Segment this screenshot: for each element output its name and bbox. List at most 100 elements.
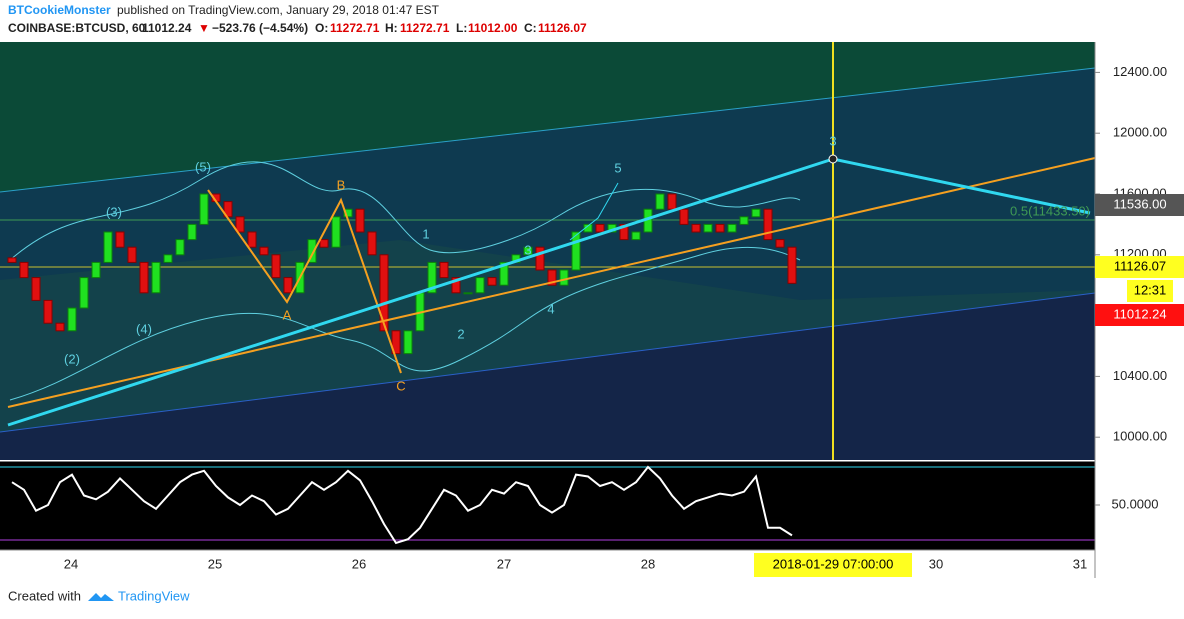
candle: [163, 254, 173, 263]
wave-label: (5): [195, 159, 211, 174]
arrow: ▼: [198, 21, 210, 35]
candle: [679, 208, 689, 225]
rsi-line: [11, 465, 793, 545]
timer-tag: [1127, 280, 1173, 302]
bollinger: [9, 246, 801, 401]
x-tick-label: 30: [929, 556, 943, 571]
candle: [355, 208, 365, 233]
candle: [631, 231, 641, 241]
candle: [427, 261, 437, 294]
candle: [559, 269, 569, 286]
candle: [535, 246, 545, 271]
candle: [655, 193, 665, 210]
candle: [775, 239, 785, 248]
last-tag-text: 11012.24: [1113, 306, 1166, 321]
h-label: H:: [385, 21, 398, 35]
y-tick-label: 10000.00: [1113, 429, 1167, 444]
candle: [499, 261, 509, 286]
candle: [391, 330, 401, 355]
h: 11272.71: [400, 21, 450, 35]
candle: [259, 246, 269, 256]
wave-label: 1: [422, 226, 429, 241]
wave-label: A: [283, 307, 292, 322]
candle: [115, 231, 125, 248]
candle: [31, 277, 41, 301]
candle: [151, 261, 161, 294]
candle: [343, 208, 353, 218]
drawings: [7, 154, 1096, 427]
l-label: L:: [456, 21, 467, 35]
candle: [367, 231, 377, 256]
candle: [127, 246, 137, 263]
wave-label: B: [337, 177, 346, 192]
published: published on TradingView.com, January 29…: [117, 3, 440, 17]
last: 11012.24: [142, 21, 192, 35]
wave-label: 2: [457, 326, 464, 341]
timer-tag-text: 12:31: [1134, 282, 1167, 297]
candle: [739, 216, 749, 225]
candle: [307, 239, 317, 263]
author[interactable]: BTCookieMonster: [8, 3, 111, 17]
wave-label: 5: [614, 160, 621, 175]
candle: [787, 246, 797, 284]
last-tag: [1095, 304, 1184, 326]
candle: [79, 277, 89, 309]
wave-line: [569, 182, 619, 241]
x-tick-label: 31: [1073, 556, 1087, 571]
o-label: O:: [315, 21, 328, 35]
c: 11126.07: [538, 21, 587, 35]
candle: [523, 246, 533, 256]
abc-line: [207, 189, 402, 374]
candle: [7, 257, 17, 263]
o: 11272.71: [330, 21, 380, 35]
candle: [319, 239, 329, 248]
cloud: [0, 240, 1095, 432]
candle: [751, 208, 761, 218]
y-tick-label: 12400.00: [1113, 64, 1167, 79]
close-tag: [1095, 256, 1184, 278]
candle: [199, 193, 209, 225]
x-tick-label: 28: [641, 556, 655, 571]
candle: [547, 269, 557, 286]
candle: [19, 261, 29, 279]
candle: [763, 208, 773, 241]
level-tag: [1095, 194, 1184, 216]
wave-label: (2): [64, 351, 80, 366]
bollinger: [9, 161, 801, 261]
time-tag-text: 2018-01-29 07:00:00: [773, 556, 894, 571]
channel-line: [0, 67, 1096, 193]
candle: [91, 261, 101, 279]
candle: [571, 231, 581, 271]
candle: [595, 223, 605, 233]
x-tick-label: 24: [64, 556, 78, 571]
candle: [187, 223, 197, 241]
candle: [247, 231, 257, 248]
candles: [7, 193, 797, 355]
l: 11012.00: [468, 21, 518, 35]
candle: [475, 277, 485, 294]
candle: [139, 261, 149, 294]
footer-brand[interactable]: TradingView: [118, 588, 190, 603]
wave-label: (3): [106, 204, 122, 219]
level-tag-text: 11536.00: [1113, 196, 1166, 211]
channel-top: [0, 42, 1095, 192]
wave-labels: (2) (3) (4) (5) A B C 1 2 3 4 5 3 0.5(11…: [64, 133, 1090, 393]
candle: [691, 223, 701, 233]
wave-label: 3: [524, 242, 531, 257]
candle: [271, 254, 281, 279]
candle: [463, 292, 473, 295]
candle: [727, 223, 737, 233]
candle: [703, 223, 713, 233]
rsi-bg: [0, 461, 1095, 550]
wave-label: (4): [136, 321, 152, 336]
candle: [619, 223, 629, 241]
candle: [103, 231, 113, 263]
rsi-tick-label: 50.0000: [1112, 496, 1159, 511]
candle: [715, 223, 725, 233]
symbol: COINBASE:BTCUSD, 60: [8, 21, 146, 35]
candle: [379, 254, 389, 332]
x-tick-label: 26: [352, 556, 366, 571]
y-tick-label: 12000.00: [1113, 125, 1167, 140]
candle: [55, 322, 65, 332]
